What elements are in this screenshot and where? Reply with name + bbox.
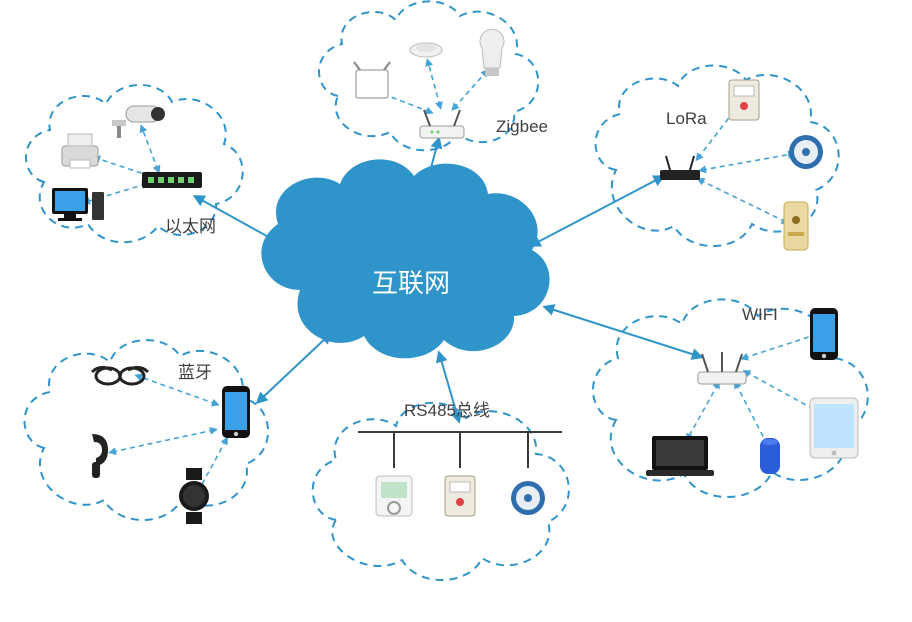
cluster-lora: LoRa [596,66,839,250]
ethernet-switch-icon [142,172,202,188]
center-label: 互联网 [372,268,450,298]
electric-meter-icon [729,80,759,120]
ethernet-label: 以太网 [165,217,216,236]
wifi-label: WIFI [742,305,778,324]
water-meter-icon [789,135,823,169]
printer-icon [62,134,98,168]
zigbee-gateway-icon [420,110,464,138]
lora-label: LoRa [666,109,707,128]
wifi-router-icon [698,352,746,384]
ip-camera-icon [112,106,165,138]
cluster-bluetooth: 蓝牙 [24,340,268,524]
smart-lock-icon [784,202,808,250]
smart-bulb-icon [480,29,504,76]
cluster-rs485: RS485总线 [313,401,569,580]
energy-meter-icon [445,476,475,516]
smartphone-icon [222,386,250,438]
zigbee-label: Zigbee [496,117,548,136]
center-internet-cloud: 互联网 [261,159,549,358]
bluetooth-earpiece-icon [92,434,108,478]
desktop-pc-icon [52,188,104,221]
smartwatch-icon [179,468,209,524]
cluster-ethernet: 以太网 [26,85,243,242]
bluetooth-label: 蓝牙 [178,363,212,382]
rs485-water-meter-icon [511,481,545,515]
thermostat-icon [376,476,412,516]
lora-gateway-icon [660,156,700,180]
cluster-zigbee: Zigbee [319,1,548,150]
wifi-smartphone-icon [810,308,838,360]
ceiling-sensor-icon [410,43,442,57]
smart-panel-icon [354,62,390,98]
smart-glasses-icon [92,367,148,384]
tablet-icon [810,398,858,458]
cluster-wifi: WIFI [593,299,868,497]
laptop-icon [646,436,714,476]
rs485-label: RS485总线 [404,401,490,420]
smart-speaker-icon [760,438,780,474]
